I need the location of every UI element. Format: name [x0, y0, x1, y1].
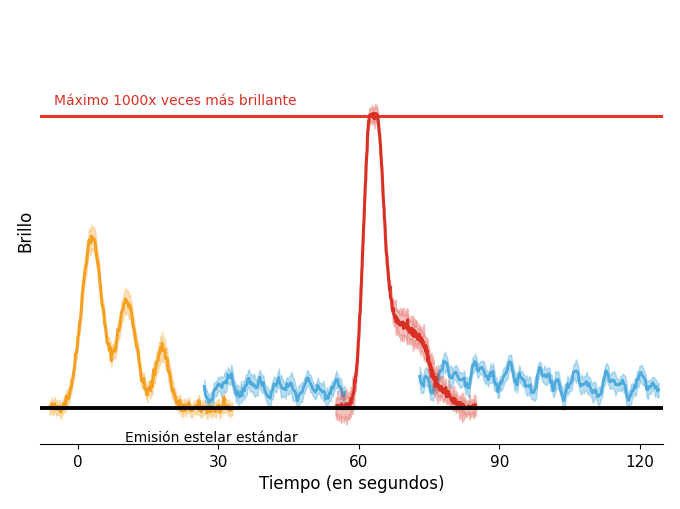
Text: Emisión estelar estándar: Emisión estelar estándar [124, 430, 297, 444]
Text: Máximo 1000x veces más brillante: Máximo 1000x veces más brillante [54, 94, 296, 107]
X-axis label: Tiempo (en segundos): Tiempo (en segundos) [259, 474, 445, 492]
Y-axis label: Brillo: Brillo [17, 209, 35, 251]
